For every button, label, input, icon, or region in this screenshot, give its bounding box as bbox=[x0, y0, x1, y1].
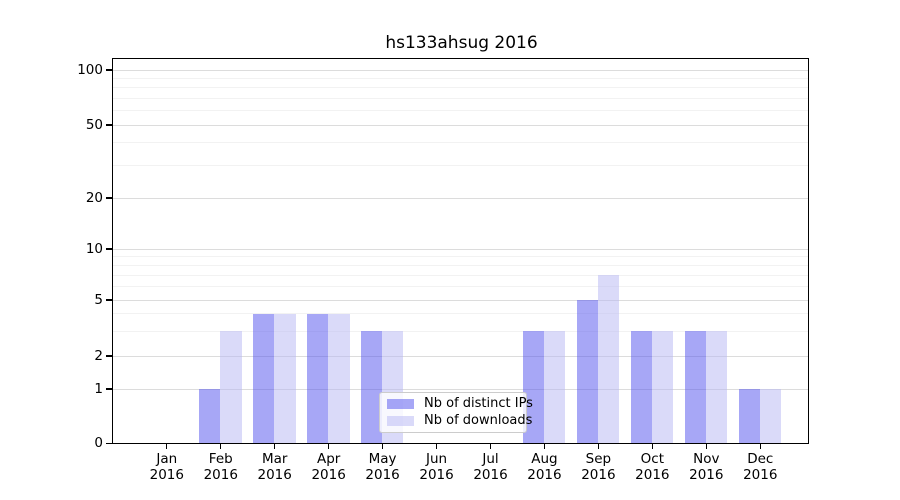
bar-downloads-aug bbox=[544, 331, 566, 444]
x-tick bbox=[166, 444, 168, 449]
legend: Nb of distinct IPs Nb of downloads bbox=[379, 392, 533, 433]
x-tick bbox=[327, 444, 330, 449]
y-tick bbox=[106, 197, 112, 199]
x-tick-label: Apr 2016 bbox=[311, 451, 346, 483]
bar-downloads-dec bbox=[759, 389, 782, 444]
gridline-minor bbox=[113, 330, 809, 332]
gridline-major bbox=[113, 69, 809, 71]
bar-distinct-ips-feb bbox=[199, 389, 221, 444]
y-tick bbox=[106, 442, 112, 445]
chart-title: hs133ahsug 2016 bbox=[385, 33, 538, 53]
y-tick bbox=[106, 124, 112, 126]
y-tick bbox=[106, 69, 112, 71]
gridline-minor bbox=[113, 142, 809, 144]
bar-distinct-ips-may bbox=[360, 331, 383, 444]
gridline-minor bbox=[113, 77, 809, 79]
x-tick bbox=[597, 444, 600, 449]
x-tick bbox=[381, 444, 384, 449]
gridline-major bbox=[113, 124, 809, 126]
bar-distinct-ips-nov bbox=[684, 331, 706, 444]
gridline-major bbox=[113, 299, 809, 301]
gridline-minor bbox=[113, 87, 809, 89]
x-tick bbox=[435, 444, 438, 449]
bar-distinct-ips-apr bbox=[306, 313, 329, 444]
x-tick bbox=[489, 444, 492, 449]
x-tick bbox=[759, 444, 761, 449]
gridline-major bbox=[113, 197, 809, 199]
y-tick-label: 5 bbox=[94, 291, 103, 308]
y-tick bbox=[106, 248, 112, 250]
bar-downloads-sep bbox=[598, 275, 620, 444]
bar-downloads-oct bbox=[651, 331, 674, 444]
x-tick-label: Mar 2016 bbox=[257, 451, 292, 483]
bar-distinct-ips-oct bbox=[630, 331, 652, 444]
legend-item-distinct-ips: Nb of distinct IPs bbox=[387, 397, 533, 411]
y-tick-label: 20 bbox=[85, 189, 103, 206]
gridline-major bbox=[113, 248, 809, 250]
legend-item-downloads: Nb of downloads bbox=[387, 414, 532, 428]
x-tick-label: Sep 2016 bbox=[581, 451, 616, 483]
x-tick-label: Oct 2016 bbox=[635, 451, 670, 483]
y-tick bbox=[106, 388, 112, 390]
x-tick-label: Dec 2016 bbox=[743, 451, 778, 483]
bar-distinct-ips-aug bbox=[522, 331, 545, 444]
bar-distinct-ips-sep bbox=[576, 300, 598, 444]
x-tick bbox=[220, 444, 222, 449]
y-tick bbox=[106, 299, 112, 301]
x-tick-label: Feb 2016 bbox=[203, 451, 238, 483]
gridline-major bbox=[113, 355, 809, 357]
x-tick bbox=[543, 444, 546, 449]
y-tick-label: 100 bbox=[77, 61, 103, 78]
gridline-major bbox=[113, 388, 809, 390]
bar-distinct-ips-dec bbox=[738, 389, 760, 444]
bar-downloads-mar bbox=[274, 313, 296, 444]
x-tick bbox=[651, 444, 654, 449]
gridline-minor bbox=[113, 274, 809, 276]
legend-label-downloads: Nb of downloads bbox=[424, 413, 533, 428]
y-tick-label: 10 bbox=[85, 240, 103, 257]
legend-swatch-distinct-ips bbox=[387, 399, 414, 409]
y-tick-label: 0 bbox=[94, 435, 103, 451]
gridline-minor bbox=[113, 110, 809, 112]
bar-downloads-apr bbox=[328, 313, 350, 444]
gridline-minor bbox=[113, 313, 809, 315]
gridline-minor bbox=[113, 264, 809, 266]
y-tick-label: 1 bbox=[94, 380, 103, 397]
x-tick-label: Aug 2016 bbox=[527, 451, 562, 483]
gridline-minor bbox=[113, 97, 809, 99]
y-tick-label: 2 bbox=[94, 347, 103, 364]
gridline-minor bbox=[113, 256, 809, 258]
y-tick bbox=[106, 355, 112, 357]
x-tick-label: Jan 2016 bbox=[149, 451, 184, 483]
x-tick-label: Nov 2016 bbox=[689, 451, 724, 483]
x-tick-label: Jul 2016 bbox=[473, 451, 508, 483]
x-tick-label: May 2016 bbox=[365, 451, 400, 483]
bar-downloads-nov bbox=[705, 331, 728, 444]
x-tick bbox=[274, 444, 276, 449]
bar-downloads-feb bbox=[220, 331, 242, 444]
gridline-minor bbox=[113, 165, 809, 167]
y-tick-label: 50 bbox=[85, 116, 103, 133]
legend-label-distinct-ips: Nb of distinct IPs bbox=[424, 396, 533, 411]
bar-distinct-ips-mar bbox=[253, 313, 275, 444]
x-tick-label: Jun 2016 bbox=[419, 451, 454, 483]
legend-swatch-downloads bbox=[387, 416, 414, 426]
gridline-minor bbox=[113, 286, 809, 288]
x-tick bbox=[705, 444, 707, 449]
